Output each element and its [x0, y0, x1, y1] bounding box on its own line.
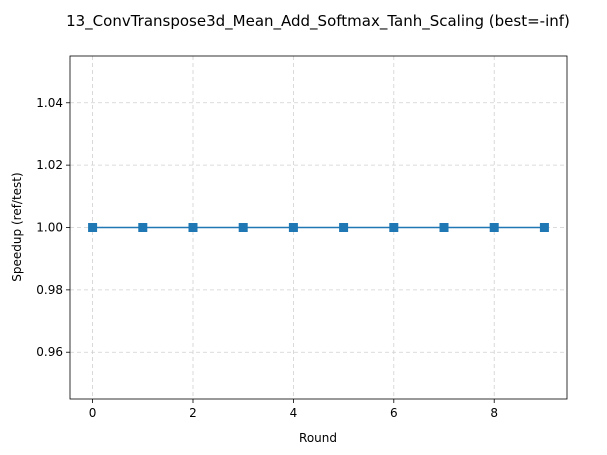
data-point	[439, 223, 449, 232]
y-axis-ticks: 0.96 0.98 1.00 1.02 1.04	[36, 96, 70, 359]
data-point	[489, 223, 499, 232]
data-point	[389, 223, 399, 232]
x-tick-label: 6	[390, 406, 398, 420]
x-tick-label: 2	[189, 406, 197, 420]
x-tick-label: 4	[290, 406, 298, 420]
y-axis-label: Speedup (ref/test)	[10, 172, 24, 281]
data-point	[288, 223, 298, 232]
x-axis-label: Round	[299, 431, 337, 445]
data-point	[88, 223, 98, 232]
y-tick-label: 1.00	[36, 221, 63, 235]
y-tick-label: 1.04	[36, 96, 63, 110]
data-point	[339, 223, 349, 232]
chart-title: 13_ConvTranspose3d_Mean_Add_Softmax_Tanh…	[66, 12, 570, 31]
data-point	[138, 223, 148, 232]
x-tick-label: 0	[89, 406, 97, 420]
y-tick-label: 0.98	[36, 283, 63, 297]
y-tick-label: 1.02	[36, 158, 63, 172]
data-point	[188, 223, 198, 232]
y-tick-label: 0.96	[36, 345, 63, 359]
series-layer	[88, 223, 549, 232]
x-tick-label: 8	[490, 406, 498, 420]
x-axis-ticks: 0 2 4 6 8	[89, 399, 498, 420]
data-point	[539, 223, 549, 232]
data-point	[238, 223, 248, 232]
